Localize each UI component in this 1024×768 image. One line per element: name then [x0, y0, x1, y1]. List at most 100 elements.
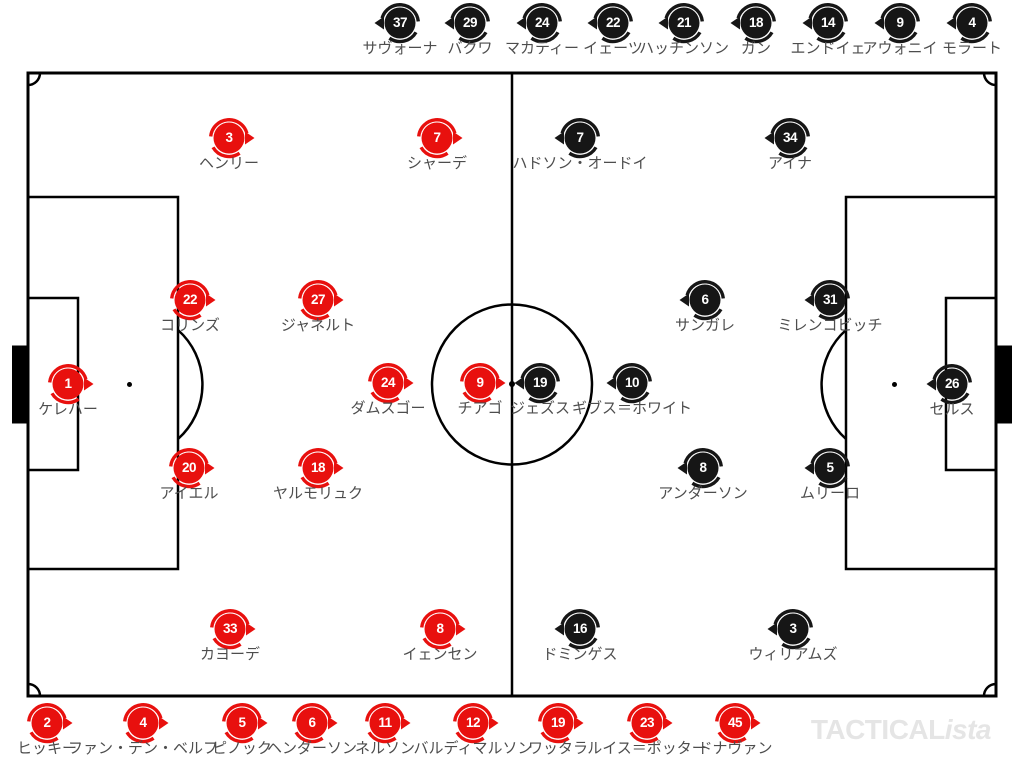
player-name: ネルソン: [354, 740, 416, 757]
player-name: アンダーソン: [658, 485, 748, 502]
player-direction-icon: [170, 280, 216, 321]
player-number: 14: [820, 15, 836, 30]
player-number: 19: [550, 715, 566, 730]
player-name: ワッタラ: [527, 740, 589, 757]
player-name: アイエル: [159, 485, 219, 502]
player-direction-icon: [926, 364, 972, 405]
app-logo-italic: ista: [944, 714, 992, 745]
player-direction-icon: [453, 703, 499, 744]
player-direction-icon: [420, 609, 466, 650]
player-name: バルディマルソン: [413, 740, 533, 757]
player-name: バクワ: [447, 40, 493, 57]
goal-left: [12, 345, 28, 424]
penalty-arc-left: [177, 329, 204, 440]
player-number: 23: [639, 715, 655, 730]
player-direction-icon: [804, 448, 850, 489]
player-number: 29: [462, 15, 478, 30]
player-direction-icon: [554, 609, 600, 650]
player-direction-icon: [209, 118, 255, 159]
player-number: 24: [380, 375, 396, 390]
player-direction-icon: [365, 703, 411, 744]
player-number: 6: [308, 715, 316, 730]
player-name: ヘンダーソン: [266, 740, 358, 757]
player-number: 31: [822, 292, 838, 307]
player-name: ドナヴァン: [697, 740, 773, 757]
player-number: 7: [576, 130, 584, 145]
player-number: 22: [182, 292, 198, 307]
player-name: ジャネルト: [280, 317, 356, 334]
player-number: 20: [181, 460, 197, 475]
center-spot: [509, 381, 515, 387]
player-number: 33: [222, 621, 238, 636]
player-direction-icon: [679, 280, 725, 321]
player-name: ハドソン・オードイ: [512, 155, 648, 172]
player-name: ファン・デン・ベルフ: [67, 740, 219, 757]
app-logo-bold: TACTICAL: [810, 714, 945, 745]
player-direction-icon: [715, 703, 761, 744]
corner-arc-bottom-right: [982, 682, 997, 697]
app-logo: TACTICALista: [810, 714, 992, 746]
player-number: 27: [310, 292, 326, 307]
player-direction-icon: [658, 3, 704, 44]
player-name: モラート: [941, 40, 1003, 57]
player-direction-icon: [222, 703, 268, 744]
player-number: 11: [378, 715, 392, 730]
player-direction-icon: [514, 363, 560, 404]
player-name: セルス: [929, 401, 975, 418]
player-number: 26: [944, 376, 960, 391]
player-direction-icon: [587, 3, 633, 44]
player-name: サヴォーナ: [362, 40, 438, 57]
player-direction-icon: [460, 363, 506, 404]
corner-arc-bottom-left: [27, 682, 42, 697]
player-number: 45: [727, 715, 743, 730]
player-number: 6: [701, 292, 709, 307]
corner-arc-top-left: [27, 72, 42, 87]
player-number: 5: [238, 715, 246, 730]
player-direction-icon: [298, 448, 344, 489]
penalty-arc-right: [820, 329, 847, 440]
player-number: 8: [699, 460, 707, 475]
player-direction-icon: [368, 363, 414, 404]
player-direction-icon: [374, 3, 420, 44]
player-name: カヨーデ: [199, 646, 261, 663]
player-direction-icon: [48, 364, 94, 405]
player-name: ムリーロ: [799, 485, 861, 502]
player-number: 18: [310, 460, 326, 475]
player-name: ギブス＝ホワイト: [571, 400, 693, 417]
player-direction-icon: [802, 3, 848, 44]
player-number: 24: [534, 15, 550, 30]
player-number: 9: [476, 375, 484, 390]
penalty-spot-left: [127, 382, 132, 387]
player-name: ダムスゴー: [350, 400, 426, 417]
player-number: 7: [433, 130, 441, 145]
player-name: ヒッキー: [16, 740, 78, 757]
player-direction-icon: [627, 703, 673, 744]
player-number: 12: [465, 715, 481, 730]
corner-arc-top-right: [982, 72, 997, 87]
player-name: ウィリアムズ: [748, 646, 838, 663]
player-name: ジェズス: [509, 400, 571, 417]
player-number: 19: [532, 375, 548, 390]
player-number: 4: [139, 715, 147, 730]
player-name: アイナ: [768, 155, 812, 172]
player-number: 4: [968, 15, 976, 30]
player-name: マカティー: [504, 40, 580, 57]
player-name: ミレンコビッチ: [777, 317, 883, 334]
player-name: ドミンゲス: [542, 646, 618, 663]
player-name: イェンセン: [402, 646, 478, 663]
player-direction-icon: [764, 118, 810, 159]
player-number: 21: [676, 15, 692, 30]
player-direction-icon: [677, 448, 723, 489]
player-number: 16: [572, 621, 588, 636]
player-name: ハッチンソン: [638, 40, 730, 57]
player-name: アウォニイ: [862, 40, 938, 57]
player-number: 18: [748, 15, 764, 30]
player-direction-icon: [804, 280, 850, 321]
player-number: 34: [782, 130, 798, 145]
player-direction-icon: [538, 703, 584, 744]
player-number: 3: [225, 130, 233, 145]
player-number: 8: [436, 621, 444, 636]
player-direction-icon: [444, 3, 490, 44]
